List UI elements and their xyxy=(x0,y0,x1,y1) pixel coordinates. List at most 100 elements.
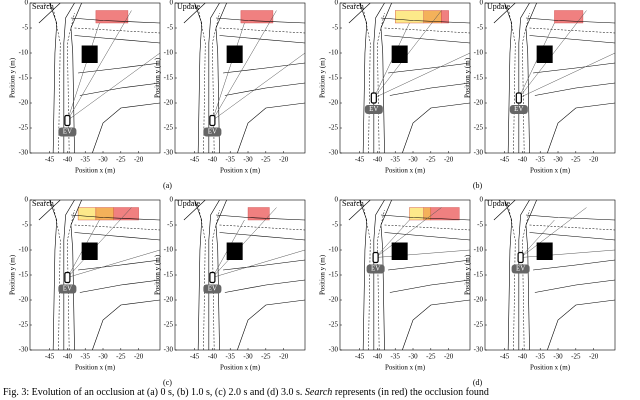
x-axis-label: Position x (m) xyxy=(530,364,571,372)
road xyxy=(384,232,470,241)
road xyxy=(348,200,371,221)
y-tick-label: -10 xyxy=(329,49,339,57)
obstacle xyxy=(81,242,98,260)
y-axis-label: Position y (m) xyxy=(319,57,327,98)
road xyxy=(237,102,305,153)
y-tick-label: -10 xyxy=(329,246,339,254)
lane xyxy=(384,224,470,231)
x-axis-label: Position x (m) xyxy=(75,364,116,372)
plot-title: Search xyxy=(32,2,54,11)
x-tick-label: -25 xyxy=(261,156,271,164)
plot-title: Update xyxy=(487,2,511,11)
sight-line xyxy=(67,249,160,278)
sight-line xyxy=(212,10,277,121)
road xyxy=(49,3,58,153)
panel-label: (a) xyxy=(163,181,172,190)
road xyxy=(348,3,371,24)
road xyxy=(525,3,537,153)
lane xyxy=(522,209,530,350)
road xyxy=(74,35,160,44)
y-axis-label: Position y (m) xyxy=(154,57,162,98)
y-tick-label: -20 xyxy=(474,296,484,304)
y-tick-label: -20 xyxy=(19,99,29,107)
lane xyxy=(212,209,220,350)
plot-title: Search xyxy=(342,2,364,11)
road xyxy=(529,232,615,241)
x-tick-label: -45 xyxy=(355,156,365,164)
road xyxy=(533,259,615,271)
vehicle-label: EV xyxy=(516,265,525,273)
road xyxy=(380,3,392,153)
x-axis-label: Position x (m) xyxy=(220,364,261,372)
x-tick-label: -20 xyxy=(279,353,289,361)
sight-line xyxy=(518,52,615,99)
road xyxy=(78,259,160,271)
panel-label: (b) xyxy=(473,181,483,190)
lane xyxy=(187,200,206,350)
x-tick-label: -35 xyxy=(391,353,401,361)
x-axis-label: Position x (m) xyxy=(385,167,426,175)
road xyxy=(223,62,305,74)
road xyxy=(208,200,220,350)
sight-line xyxy=(67,207,132,278)
lane xyxy=(377,209,385,350)
sight-line xyxy=(67,52,160,121)
plot-title: Update xyxy=(177,199,201,208)
x-tick-label: -20 xyxy=(589,156,599,164)
plot-area: EV xyxy=(348,200,470,350)
x-tick-label: -25 xyxy=(261,353,271,361)
y-tick-label: -5 xyxy=(22,221,28,229)
road xyxy=(79,82,160,96)
road xyxy=(402,299,470,350)
y-tick-label: -10 xyxy=(19,49,29,57)
vehicle-tag xyxy=(58,127,77,137)
y-tick-label: -20 xyxy=(329,99,339,107)
x-tick-label: -40 xyxy=(208,156,218,164)
road xyxy=(78,62,160,74)
road xyxy=(237,299,305,350)
x-axis-label: Position x (m) xyxy=(530,167,571,175)
x-tick-label: -25 xyxy=(571,156,581,164)
vehicle xyxy=(515,92,522,104)
caption-prefix: Fig. 3: Evolution of an occlusion at (a)… xyxy=(3,387,305,398)
x-tick-label: -30 xyxy=(243,156,253,164)
x-tick-label: -30 xyxy=(98,156,108,164)
obstacle xyxy=(536,242,553,260)
occlusion xyxy=(395,10,424,24)
lane xyxy=(219,224,305,231)
y-tick-label: -10 xyxy=(164,246,174,254)
lane xyxy=(384,27,470,34)
y-tick-label: -15 xyxy=(474,271,484,279)
sight-line xyxy=(375,249,470,258)
road xyxy=(389,279,470,293)
panel-label: (d) xyxy=(473,378,483,387)
x-tick-label: -45 xyxy=(190,156,200,164)
y-axis-label: Position y (m) xyxy=(319,254,327,295)
y-tick-label: -15 xyxy=(474,74,484,82)
lane xyxy=(522,12,530,153)
x-tick-label: -20 xyxy=(444,353,454,361)
caption-suffix: represents (in red) the occlusion found xyxy=(332,387,489,398)
vehicle-label: EV xyxy=(371,265,380,273)
vehicle xyxy=(64,114,71,127)
y-tick-label: 0 xyxy=(335,196,339,204)
lane xyxy=(67,209,75,350)
road xyxy=(547,102,615,153)
x-tick-label: -25 xyxy=(116,353,126,361)
road xyxy=(74,232,160,241)
y-tick-label: 0 xyxy=(335,0,339,7)
y-tick-label: -25 xyxy=(474,321,484,329)
y-tick-label: -5 xyxy=(167,24,173,32)
occlusion xyxy=(441,10,449,24)
x-tick-label: -40 xyxy=(208,353,218,361)
y-tick-label: -20 xyxy=(164,99,174,107)
vehicle-label: EV xyxy=(63,285,72,293)
y-tick-label: 0 xyxy=(25,0,29,7)
axes-frame xyxy=(484,2,616,154)
y-tick-label: -5 xyxy=(22,24,28,32)
road xyxy=(70,214,160,221)
lane xyxy=(497,200,516,350)
occlusion xyxy=(113,207,139,221)
y-tick-label: -30 xyxy=(19,149,29,157)
road xyxy=(529,35,615,44)
